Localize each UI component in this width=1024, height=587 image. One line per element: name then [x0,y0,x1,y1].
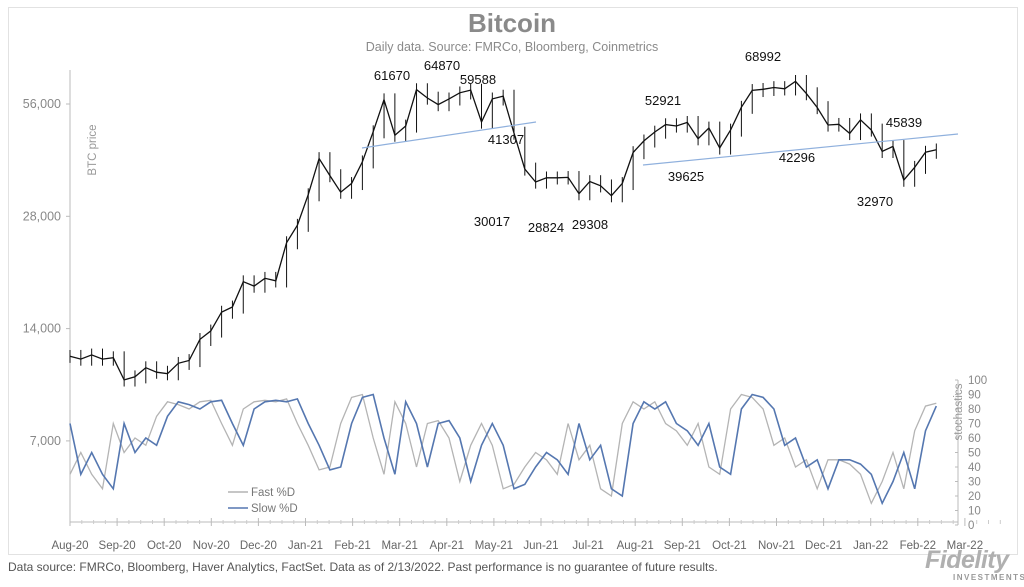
price-annotation: 39625 [668,169,704,184]
x-tick-label: Feb-21 [334,540,370,552]
x-tick-label: Nov-20 [193,540,230,552]
y2-tick-label: 40 [968,462,981,474]
y-axis-label: BTC price [87,124,99,175]
price-line [69,80,937,381]
legend-label-fast: Fast %D [251,487,295,499]
price-annotation: 61670 [374,68,410,83]
x-tick-label: Apr-21 [430,540,465,552]
x-tick-label: Jan-21 [288,540,323,552]
x-tick-label: Oct-20 [147,540,182,552]
y2-tick-label: 30 [968,477,981,489]
x-tick-label: Jan-22 [853,540,888,552]
x-tick-label: Aug-21 [617,540,654,552]
x-tick-label: Aug-20 [51,540,88,552]
y2-tick-label: 80 [968,404,981,416]
x-tick-label: Dec-20 [240,540,277,552]
legend: Fast %D Slow %D [228,487,298,515]
y2-tick-label: 20 [968,491,981,503]
chart-frame [8,7,1018,555]
y-tick-label: 14,000 [23,322,61,336]
x-tick-label: Oct-21 [712,540,747,552]
y2-tick-label: 10 [968,506,981,518]
x-tick-label: Feb-22 [900,540,936,552]
price-annotation: 68992 [745,49,781,64]
y2-tick-label: 50 [968,448,981,460]
price-annotation: 59588 [460,72,496,87]
trendline-2 [642,133,959,166]
x-tick-label: Sep-20 [99,540,136,552]
y2-axis-label: stochastics [953,383,965,440]
y2-tick-label: 90 [968,390,981,402]
x-tick-label: Sep-21 [664,540,701,552]
chart-title: Bitcoin [467,8,557,38]
logo-subtext: INVESTMENTS [953,573,1024,582]
price-annotation: 30017 [474,214,510,229]
stochastics-line-slow [69,393,938,506]
stochastics-line-fast [69,393,937,505]
y-tick-label: 56,000 [23,97,61,111]
price-annotation: 41307 [488,132,524,147]
y2-tick-label: 70 [968,419,981,431]
y-tick-label: 7,000 [30,434,61,448]
price-annotation: 45839 [886,115,922,130]
price-annotation: 42296 [779,150,815,165]
x-tick-label: Mar-21 [381,540,417,552]
logo-text: Fidelity [925,546,1009,574]
y2-tick-label: 100 [968,375,987,387]
x-tick-label: Dec-21 [805,540,842,552]
x-tick-label: May-21 [475,540,513,552]
price-annotation: 29308 [572,217,608,232]
y-tick-label: 28,000 [23,209,61,223]
trendline-1 [361,121,537,149]
fidelity-logo: Fidelity INVESTMENTS [925,546,1024,582]
price-annotation: 52921 [645,93,681,108]
y2-tick-label: 60 [968,433,981,445]
x-tick-label: Jul-21 [572,540,603,552]
chart-subtitle: Daily data. Source: FMRCo, Bloomberg, Co… [365,40,659,54]
x-tick-label: Jun-21 [523,540,558,552]
legend-label-slow: Slow %D [251,503,298,515]
price-annotation: 32970 [857,194,893,209]
x-tick-label: Mar-22 [947,540,983,552]
y2-tick-label: 0 [968,520,974,532]
price-annotation: 28824 [528,220,564,235]
footer-note: Data source: FMRCo, Bloomberg, Haver Ana… [8,560,718,574]
price-annotation: 64870 [424,58,460,73]
x-tick-label: Nov-21 [758,540,795,552]
